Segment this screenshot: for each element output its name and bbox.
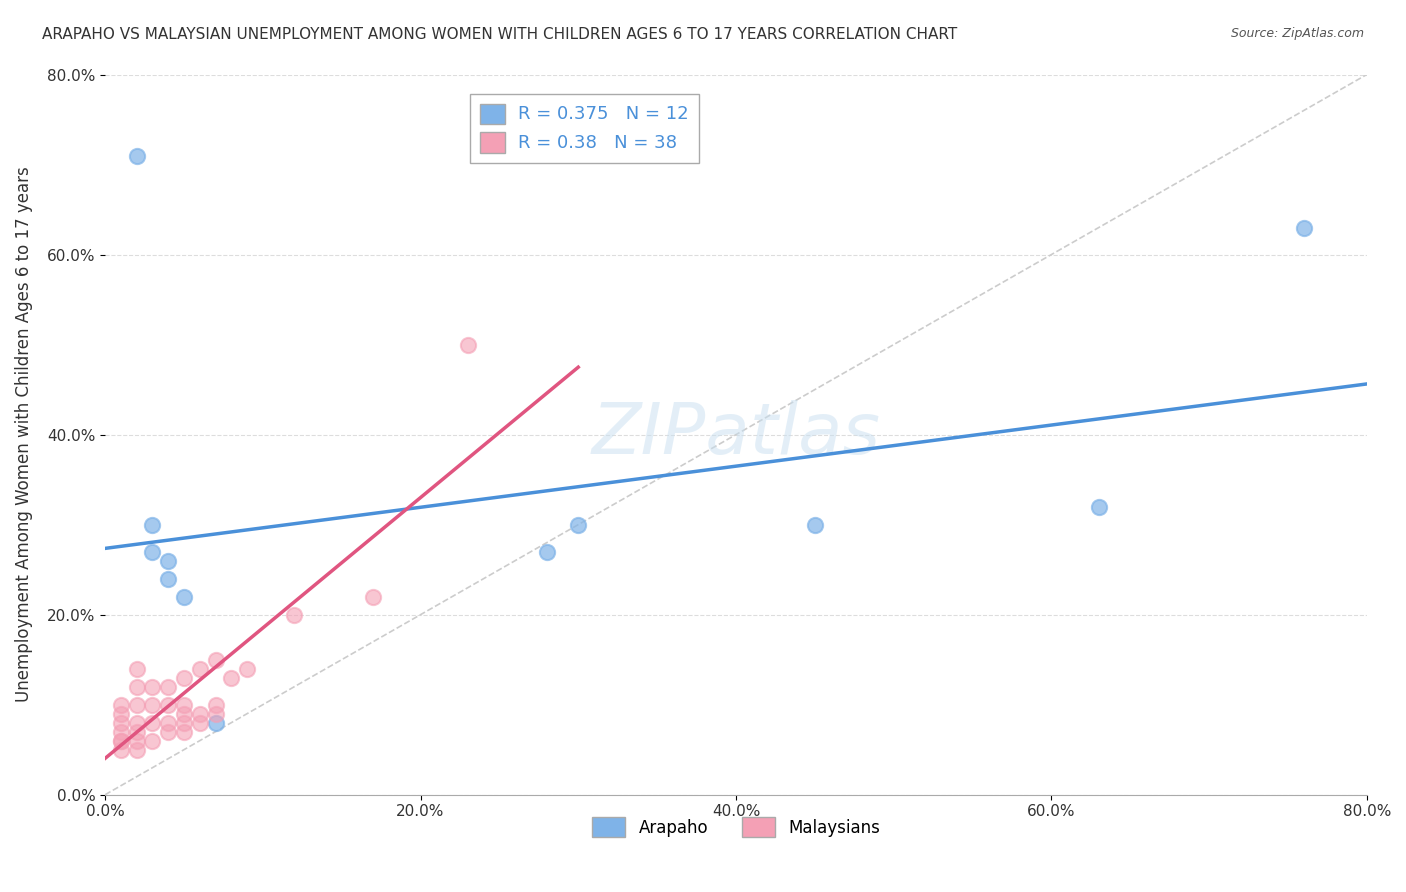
- Point: [804, 517, 827, 532]
- Y-axis label: Unemployment Among Women with Children Ages 6 to 17 years: Unemployment Among Women with Children A…: [15, 167, 32, 703]
- Point: [141, 517, 163, 532]
- Point: [110, 715, 132, 730]
- Text: Source: ZipAtlas.com: Source: ZipAtlas.com: [1230, 27, 1364, 40]
- Point: [110, 698, 132, 712]
- Point: [141, 680, 163, 694]
- Text: ARAPAHO VS MALAYSIAN UNEMPLOYMENT AMONG WOMEN WITH CHILDREN AGES 6 TO 17 YEARS C: ARAPAHO VS MALAYSIAN UNEMPLOYMENT AMONG …: [42, 27, 957, 42]
- Point: [157, 698, 180, 712]
- Point: [219, 671, 242, 685]
- Legend: Arapaho, Malaysians: Arapaho, Malaysians: [585, 810, 887, 844]
- Point: [236, 662, 259, 676]
- Point: [125, 742, 148, 756]
- Point: [125, 662, 148, 676]
- Point: [567, 517, 589, 532]
- Point: [188, 706, 211, 721]
- Point: [125, 724, 148, 739]
- Point: [125, 698, 148, 712]
- Point: [141, 698, 163, 712]
- Point: [173, 724, 195, 739]
- Point: [204, 698, 226, 712]
- Point: [173, 698, 195, 712]
- Point: [361, 590, 384, 604]
- Point: [125, 680, 148, 694]
- Point: [125, 733, 148, 747]
- Point: [204, 653, 226, 667]
- Point: [110, 724, 132, 739]
- Point: [157, 572, 180, 586]
- Point: [141, 733, 163, 747]
- Point: [157, 715, 180, 730]
- Point: [188, 662, 211, 676]
- Point: [457, 337, 479, 351]
- Point: [204, 715, 226, 730]
- Point: [110, 706, 132, 721]
- Point: [125, 715, 148, 730]
- Point: [110, 733, 132, 747]
- Point: [110, 733, 132, 747]
- Point: [283, 607, 305, 622]
- Point: [1087, 500, 1109, 514]
- Point: [157, 554, 180, 568]
- Point: [188, 715, 211, 730]
- Point: [536, 544, 558, 558]
- Point: [110, 742, 132, 756]
- Point: [141, 715, 163, 730]
- Point: [157, 724, 180, 739]
- Point: [141, 544, 163, 558]
- Point: [173, 706, 195, 721]
- Point: [173, 590, 195, 604]
- Point: [157, 680, 180, 694]
- Point: [173, 671, 195, 685]
- Point: [173, 715, 195, 730]
- Point: [204, 706, 226, 721]
- Point: [1292, 220, 1315, 235]
- Text: ZIPatlas: ZIPatlas: [592, 401, 880, 469]
- Point: [125, 148, 148, 162]
